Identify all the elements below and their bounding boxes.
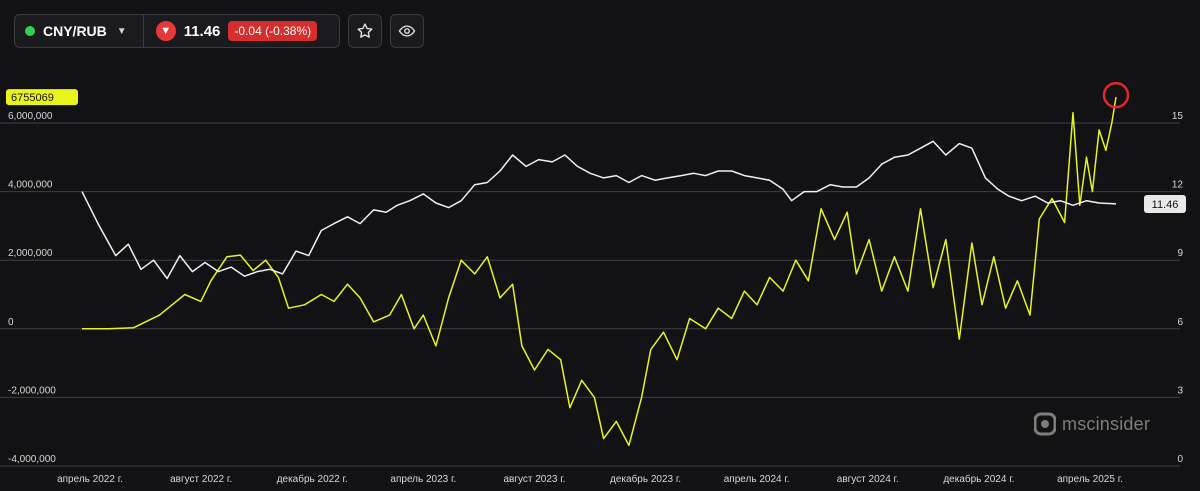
down-arrow-icon: ▼	[155, 21, 176, 41]
right-tick-label: 6	[1177, 317, 1183, 328]
last-value-label: 6755069	[11, 92, 54, 104]
last-value-badge: 6755069	[6, 89, 78, 106]
volume-series-line	[82, 96, 1117, 447]
left-tick-label: -4,000,000	[8, 454, 56, 465]
last-price-label: 11.46	[1152, 199, 1179, 211]
right-tick-label: 0	[1177, 454, 1183, 465]
green-dot	[25, 26, 35, 36]
x-tick-label: апрель 2024 г.	[724, 474, 790, 485]
chevron-down-icon[interactable]: ▼	[116, 25, 127, 37]
x-tick-label: апрель 2022 г.	[57, 474, 123, 485]
left-tick-label: 0	[8, 317, 14, 328]
toolbar: CNY/RUB ▼ ▼ 11.46 -0.04 (-0.38%)	[14, 14, 424, 48]
left-tick-label: -2,000,000	[8, 385, 56, 396]
change-badge: -0.04 (-0.38%)	[228, 21, 318, 41]
right-tick-label: 3	[1177, 385, 1183, 396]
price-value: 11.46	[183, 22, 221, 40]
last-point-highlight	[1102, 81, 1130, 109]
rate-series-line	[81, 140, 1117, 280]
right-tick-label: 15	[1172, 111, 1184, 122]
watermark: mscinsider	[1034, 412, 1150, 436]
left-tick-label: 4,000,000	[8, 180, 53, 191]
divider	[142, 14, 144, 48]
star-icon	[357, 23, 373, 38]
x-tick-label: декабрь 2024 г.	[943, 473, 1014, 485]
last-price-badge-bg	[1144, 194, 1186, 213]
pair-label: CNY/RUB	[43, 23, 107, 39]
watch-button[interactable]	[390, 14, 424, 48]
x-tick-label: август 2022 г.	[170, 474, 232, 485]
x-tick-label: август 2023 г.	[503, 474, 565, 485]
favorite-button[interactable]	[348, 14, 382, 48]
symbol-selector[interactable]: CNY/RUB ▼ ▼ 11.46 -0.04 (-0.38%)	[14, 14, 340, 48]
eye-icon	[398, 25, 416, 37]
x-tick-label: декабрь 2022 г.	[277, 473, 348, 485]
right-tick-label: 12	[1172, 180, 1184, 191]
last-price-badge: 11.46	[1144, 194, 1186, 213]
right-tick-label: 9	[1177, 248, 1183, 259]
x-tick-label: август 2024 г.	[837, 474, 899, 485]
x-tick-label: апрель 2023 г.	[390, 474, 456, 485]
watermark-text: mscinsider	[1062, 413, 1151, 434]
x-tick-label: апрель 2025 г.	[1057, 474, 1123, 485]
left-tick-label: 6,000,000	[8, 111, 53, 122]
left-tick-label: 2,000,000	[8, 248, 53, 259]
last-value-badge-bg	[6, 89, 78, 106]
logo-icon	[1034, 412, 1056, 436]
x-tick-label: декабрь 2023 г.	[610, 473, 681, 485]
